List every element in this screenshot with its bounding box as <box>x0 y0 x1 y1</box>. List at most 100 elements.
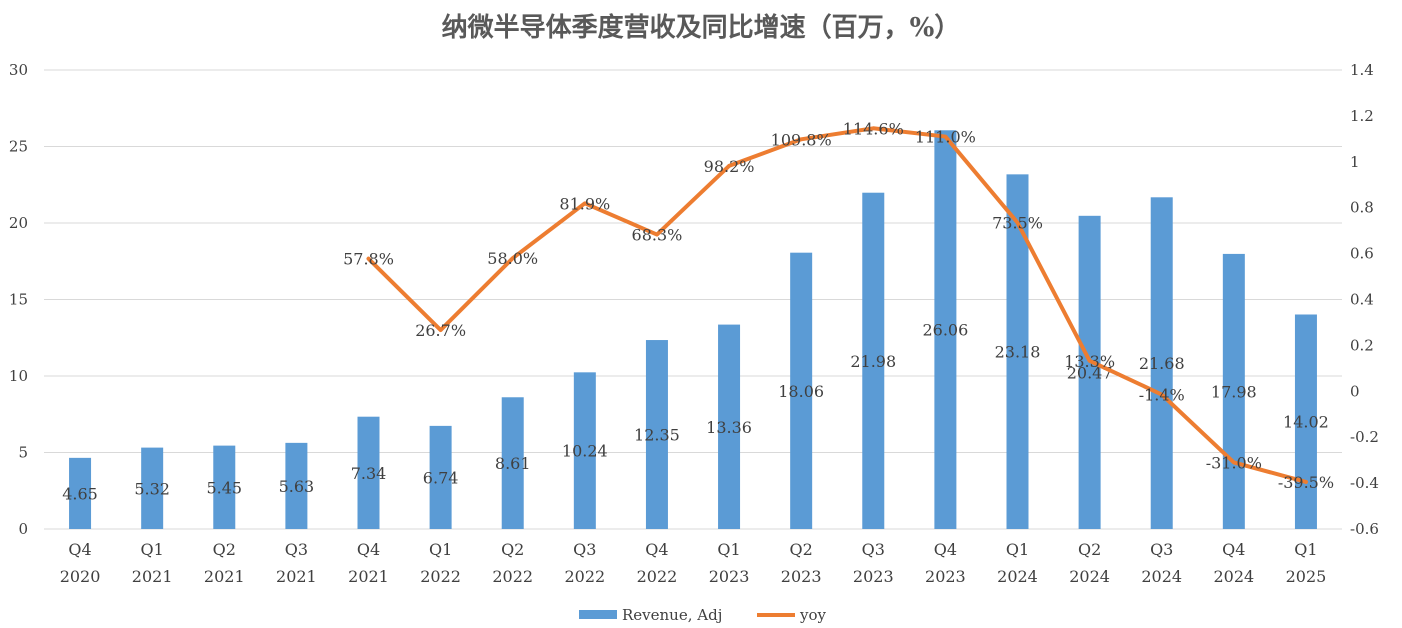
yoy-label: 73.5% <box>992 214 1043 233</box>
category-year-label: 2023 <box>853 567 894 586</box>
category-year-label: 2022 <box>564 567 605 586</box>
revenue-bar-label: 21.68 <box>1139 354 1185 373</box>
revenue-bar-label: 26.06 <box>922 321 968 340</box>
category-quarter-label: Q3 <box>1150 540 1173 559</box>
category-year-label: 2023 <box>781 567 822 586</box>
category-quarter-label: Q3 <box>285 540 308 559</box>
category-quarter-label: Q1 <box>141 540 164 559</box>
revenue-bar <box>645 340 668 529</box>
revenue-bar-labels: 4.65 5.32 5.45 5.63 7.34 6.74 8.61 10.24 12.35 13… <box>62 321 1329 504</box>
legend-swatch-revenue <box>579 610 617 619</box>
left-tick-label: 10 <box>9 367 28 385</box>
yoy-label: -1.4% <box>1139 386 1185 405</box>
yoy-label: 98.2% <box>704 157 755 176</box>
yoy-line <box>366 126 1308 484</box>
right-tick-label: -0.6 <box>1350 520 1379 538</box>
yoy-label: 57.8% <box>343 250 394 269</box>
category-year-label: 2022 <box>420 567 461 586</box>
revenue-bar <box>790 252 813 529</box>
category-quarter-label: Q4 <box>645 540 668 559</box>
category-quarter-label: Q2 <box>790 540 813 559</box>
left-tick-label: 15 <box>9 291 28 309</box>
yoy-label: 58.0% <box>487 249 538 268</box>
revenue-bar <box>1078 215 1101 529</box>
yoy-label: -39.5% <box>1278 473 1334 492</box>
left-tick-label: 30 <box>9 61 28 79</box>
revenue-bar <box>1150 197 1173 529</box>
revenue-bars <box>69 130 1317 530</box>
revenue-bar <box>573 372 596 529</box>
revenue-bar <box>141 447 164 529</box>
yoy-label: 13.3% <box>1064 352 1115 371</box>
yoy-labels: 57.8% 26.7% 58.0% 81.9% 68.3% 98.2% 109.8% 114.… <box>343 119 1334 492</box>
right-tick-label: 0.6 <box>1350 245 1374 263</box>
revenue-bar-label: 10.24 <box>562 442 608 461</box>
legend-label-revenue: Revenue, Adj <box>622 606 722 624</box>
right-tick-label: 0.2 <box>1350 336 1374 354</box>
right-tick-label: 0.8 <box>1350 199 1374 217</box>
revenue-bar <box>1222 253 1245 529</box>
category-quarter-label: Q1 <box>1294 540 1317 559</box>
revenue-bar <box>501 397 524 529</box>
right-tick-label: -0.4 <box>1350 474 1379 492</box>
revenue-bar-label: 4.65 <box>62 484 98 503</box>
revenue-bar <box>1006 174 1029 529</box>
right-tick-label: 0 <box>1350 382 1360 400</box>
legend-label-yoy: yoy <box>799 606 827 624</box>
revenue-bar-label: 18.06 <box>778 382 824 401</box>
yoy-label: -31.0% <box>1206 453 1262 472</box>
revenue-bar-label: 17.98 <box>1211 382 1257 401</box>
right-tick-label: -0.2 <box>1350 428 1379 446</box>
revenue-bar-label: 5.32 <box>134 479 170 498</box>
category-year-label: 2025 <box>1286 567 1327 586</box>
yoy-label: 109.8% <box>771 130 832 149</box>
legend: Revenue, Adj yoy <box>579 606 827 624</box>
category-quarter-label: Q4 <box>934 540 957 559</box>
revenue-bar <box>285 442 308 529</box>
revenue-bar-label: 14.02 <box>1283 413 1329 432</box>
right-tick-label: 1.4 <box>1350 61 1374 79</box>
category-year-label: 2024 <box>1213 567 1254 586</box>
revenue-bar-label: 8.61 <box>495 454 531 473</box>
revenue-bar <box>934 130 957 530</box>
category-year-label: 2022 <box>492 567 533 586</box>
category-quarter-label: Q4 <box>357 540 380 559</box>
revenue-bar-label: 13.36 <box>706 418 752 437</box>
category-quarter-label: Q4 <box>1222 540 1245 559</box>
revenue-bar <box>1294 314 1317 529</box>
yoy-label: 68.3% <box>632 226 683 245</box>
revenue-bar <box>213 445 236 529</box>
left-tick-label: 0 <box>18 520 28 538</box>
category-year-label: 2021 <box>348 567 389 586</box>
revenue-bar <box>357 416 380 529</box>
left-tick-label: 20 <box>9 214 28 232</box>
right-tick-label: 1 <box>1350 153 1360 171</box>
revenue-bar <box>429 425 452 529</box>
right-tick-label: 1.2 <box>1350 107 1374 125</box>
category-labels: Q4 2020 Q1 2021 Q2 2021 Q3 2021 Q4 2021 Q1 2022 Q2 20… <box>60 540 1327 586</box>
category-quarter-label: Q2 <box>1078 540 1101 559</box>
category-year-label: 2021 <box>132 567 173 586</box>
revenue-bar-label: 7.34 <box>351 464 387 483</box>
revenue-bar-label: 21.98 <box>850 352 896 371</box>
category-quarter-label: Q1 <box>429 540 452 559</box>
category-year-label: 2021 <box>276 567 317 586</box>
revenue-bar <box>862 192 885 529</box>
right-axis-ticks: -0.6 -0.4 -0.2 0 0.2 0.4 0.6 0.8 1 1.2 1.4 <box>1350 61 1379 538</box>
gridlines <box>44 69 1342 530</box>
revenue-bar-label: 5.45 <box>206 478 242 497</box>
yoy-label: 26.7% <box>415 321 466 340</box>
revenue-bar <box>718 324 741 529</box>
category-quarter-label: Q1 <box>717 540 740 559</box>
category-year-label: 2023 <box>709 567 750 586</box>
category-year-label: 2023 <box>925 567 966 586</box>
revenue-bar-label: 12.35 <box>634 426 680 445</box>
revenue-bar <box>69 457 92 529</box>
category-year-label: 2021 <box>204 567 245 586</box>
category-quarter-label: Q3 <box>573 540 596 559</box>
right-tick-label: 0.4 <box>1350 291 1374 309</box>
revenue-bar-label: 23.18 <box>995 343 1041 362</box>
yoy-label: 111.0% <box>915 128 976 147</box>
category-quarter-label: Q1 <box>1006 540 1029 559</box>
category-year-label: 2022 <box>637 567 678 586</box>
